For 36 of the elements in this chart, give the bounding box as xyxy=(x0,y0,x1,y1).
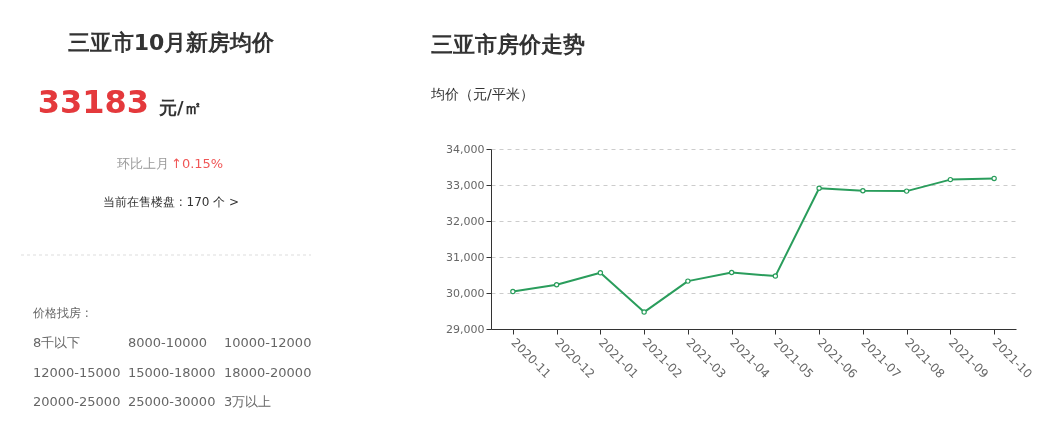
y-tick-label: 30,000 xyxy=(446,286,485,300)
text: 8000-10000 xyxy=(128,335,208,350)
chart-title: 三亚市房价走势 xyxy=(431,32,585,57)
text: ↑0.15% xyxy=(171,156,224,171)
y-tick-label: 31,000 xyxy=(446,250,485,264)
text: 10000-12000 xyxy=(224,335,312,350)
point xyxy=(597,270,604,276)
text: 元/㎡ xyxy=(158,97,202,118)
text: 8千以下 xyxy=(33,335,81,350)
point xyxy=(816,185,822,191)
point xyxy=(772,273,779,279)
text: 价格找房 : xyxy=(32,306,89,320)
y-tick-label: 32,000 xyxy=(446,214,485,228)
y-tick-label: 33,000 xyxy=(446,178,485,192)
point xyxy=(510,288,516,295)
point xyxy=(991,175,997,182)
text: 15000-18000 xyxy=(128,365,216,380)
text: 25000-30000 xyxy=(128,394,216,409)
text: 12000-15000 xyxy=(33,365,121,380)
text: 18000-20000 xyxy=(224,365,312,380)
text: 当前在售楼盘 : 170 个 > xyxy=(102,195,240,209)
text: 三亚市10月新房均价 xyxy=(67,30,276,55)
text: 33183 xyxy=(37,83,149,121)
text: 环比上月 xyxy=(117,156,169,171)
y-axis-title: 均价（元/平米） xyxy=(430,86,534,102)
point xyxy=(685,278,691,284)
text: 3万以上 xyxy=(224,394,272,409)
point xyxy=(641,309,647,315)
y-tick-label: 29,000 xyxy=(446,322,485,336)
point xyxy=(903,188,910,194)
point xyxy=(947,176,954,183)
point xyxy=(728,269,735,276)
y-tick-label: 34,000 xyxy=(446,142,485,156)
text: 20000-25000 xyxy=(33,394,121,409)
point xyxy=(553,282,560,288)
point xyxy=(860,188,866,194)
